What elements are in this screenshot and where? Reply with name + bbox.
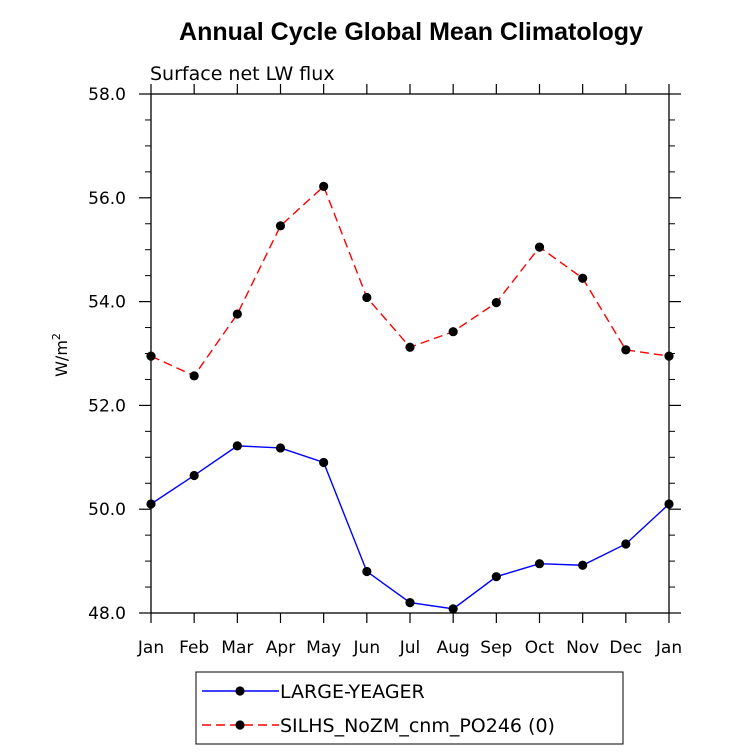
data-point-series-2: [146, 351, 156, 361]
legend-entry-2: SILHS_NoZM_cnm_PO246 (0): [280, 715, 555, 737]
data-point-series-1: [275, 443, 286, 453]
data-point-series-2: [491, 298, 501, 308]
y-tick-label: 52.0: [88, 396, 126, 416]
data-point-series-2: [232, 309, 242, 319]
y-tick-label: 50.0: [88, 500, 126, 520]
plot-area: 48.0 50.0 52.0 54.0 56.0 58.0 Jan Feb Mar Apr May J…: [88, 84, 682, 658]
x-tick-label: Jan: [137, 638, 164, 658]
data-point-series-1: [664, 499, 674, 509]
data-point-series-2: [664, 351, 674, 361]
y-axis-label-superscript: 2: [50, 333, 63, 340]
data-point-series-2: [448, 327, 458, 337]
x-tick-label: Nov: [566, 638, 599, 658]
data-point-series-1: [146, 499, 156, 509]
x-tick-label: Mar: [221, 638, 253, 658]
data-point-series-1: [491, 572, 501, 582]
data-point-series-2: [405, 342, 415, 352]
x-tick-label: Jan: [655, 638, 682, 658]
legend-marker-2: [235, 720, 245, 730]
data-point-series-2: [621, 345, 631, 355]
y-tick-label: 48.0: [88, 604, 126, 624]
y-axis-label: W/m2: [50, 333, 71, 377]
data-point-series-1: [621, 539, 631, 549]
data-point-series-2: [319, 181, 329, 191]
data-point-series-1: [319, 457, 329, 468]
y-tick-label: 58.0: [88, 85, 126, 105]
x-tick-label: May: [306, 638, 341, 658]
x-tick-label: Apr: [266, 638, 295, 658]
x-tick-label: Aug: [437, 638, 470, 658]
y-tick-label: 56.0: [88, 189, 126, 209]
chart-subtitle: Surface net LW flux: [150, 63, 335, 85]
data-point-series-1: [189, 470, 199, 481]
data-point-series-2: [275, 221, 286, 231]
data-point-series-2: [534, 242, 545, 252]
legend-entry-1: LARGE-YEAGER: [280, 681, 425, 703]
x-tick-label: Feb: [179, 638, 209, 658]
data-point-series-1: [534, 559, 545, 569]
x-tick-label: Oct: [525, 638, 555, 658]
y-tick-label: 54.0: [88, 293, 126, 313]
data-point-series-1: [578, 560, 588, 570]
data-point-series-1: [405, 598, 415, 608]
x-tick-label: Dec: [609, 638, 642, 658]
data-point-series-2: [578, 273, 588, 283]
data-point-series-2: [362, 292, 372, 303]
y-axis-label-text: W/m: [52, 340, 71, 377]
legend: LARGE-YEAGER SILHS_NoZM_cnm_PO246 (0): [195, 671, 624, 745]
x-tick-label: Jul: [399, 638, 421, 658]
data-point-series-2: [189, 371, 199, 381]
x-tick-label: Sep: [480, 638, 512, 658]
data-point-series-1: [232, 441, 242, 451]
legend-box: [195, 671, 624, 745]
x-tick-label: Jun: [353, 638, 381, 658]
legend-marker-1: [235, 686, 245, 696]
chart-title: Annual Cycle Global Mean Climatology: [179, 18, 643, 46]
data-point-series-1: [362, 566, 372, 577]
data-point-series-1: [448, 604, 458, 614]
